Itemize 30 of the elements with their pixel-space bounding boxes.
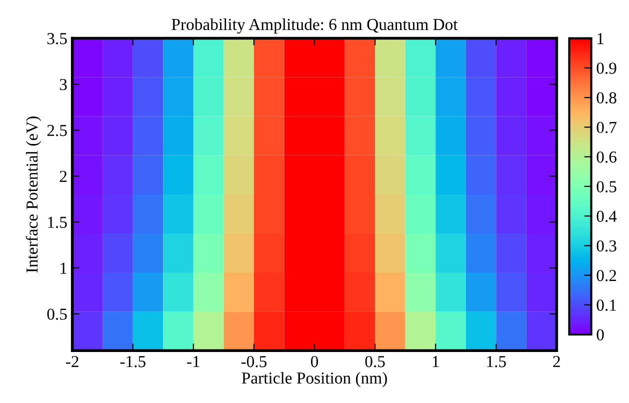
color-bar-label: 0.4 — [596, 210, 617, 222]
y-tick-label: 1 — [60, 262, 66, 274]
color-bar-label: 0.5 — [596, 181, 616, 192]
x-tick-label: -2 — [66, 356, 78, 368]
color-bar-label: 0.6 — [596, 151, 616, 163]
y-tick-label: 0.5 — [47, 308, 67, 320]
y-tick-label: 2.5 — [47, 124, 67, 136]
color-bar-label: 0.1 — [596, 300, 616, 311]
y-axis-title: Interface Potential (eV) — [26, 116, 42, 273]
x-tick-label: 0 — [310, 356, 318, 368]
x-axis-title: Particle Position (nm) — [242, 372, 387, 388]
color-bar-label: 0.9 — [596, 62, 616, 74]
y-tick-label: 2 — [60, 170, 67, 182]
chart-title: Probability Amplitude: 6 nm Quantum Dot — [172, 18, 458, 34]
color-bar-label: 1 — [598, 33, 604, 44]
x-tick-label: 1.5 — [487, 356, 506, 368]
y-tick-label: 3 — [60, 78, 67, 90]
x-tick-label: 0.5 — [365, 356, 385, 368]
color-bar-label: 0.8 — [596, 92, 616, 104]
x-tick-label: 2 — [553, 356, 560, 368]
color-bar-label: 0.2 — [596, 270, 616, 282]
x-tick-label: -1 — [187, 356, 200, 368]
y-tick-label: 3.5 — [47, 33, 67, 44]
color-bar-label: 0.7 — [596, 122, 616, 134]
x-tick-label: -0.5 — [241, 356, 266, 368]
color-bar-label: 0 — [596, 329, 604, 340]
x-tick-label: 1 — [432, 356, 439, 368]
color-bar-label: 0.3 — [596, 240, 616, 252]
y-tick-label: 1.5 — [48, 216, 67, 228]
x-tick-label: -1.5 — [120, 356, 146, 368]
